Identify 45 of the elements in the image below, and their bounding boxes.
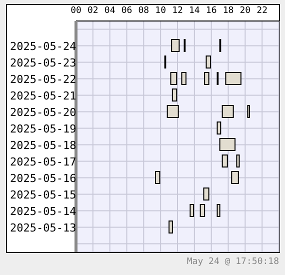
x-tick-label: 04 (104, 6, 116, 16)
x-tick-label: 10 (155, 6, 166, 16)
x-tick-label: 02 (87, 6, 98, 16)
bar (216, 204, 220, 217)
y-tick-label: 2025-05-22 (10, 72, 76, 86)
bar (206, 56, 211, 68)
text: May 24 @ 17:50:18 (186, 257, 279, 267)
y-tick-label: 2025-05-23 (10, 56, 76, 70)
x-tick-label: 12 (172, 6, 183, 16)
x-tick-label: 16 (206, 6, 217, 16)
bar (231, 171, 239, 184)
y-tick-label: 2025-05-15 (10, 188, 76, 202)
x-tick-label: 06 (121, 6, 132, 16)
x-tick-label: 22 (256, 6, 268, 16)
bar (172, 88, 178, 102)
bar (204, 72, 210, 85)
x-tick-label: 08 (138, 6, 150, 16)
x-tick-label: 00 (70, 6, 82, 16)
x-tick-label: 18 (222, 6, 234, 16)
bar (203, 188, 210, 200)
bar (216, 122, 222, 134)
y-tick-label: 2025-05-24 (10, 40, 77, 53)
y-tick-label: 2025-05-21 (10, 89, 76, 102)
y-tick-label: 2025-05-17 (10, 155, 76, 168)
bar (170, 72, 178, 85)
bar (155, 171, 160, 184)
bar (168, 220, 173, 234)
bar (225, 72, 242, 85)
y-tick-label: 2025-05-14 (10, 204, 77, 218)
y-tick-label: 2025-05-18 (10, 138, 76, 152)
bar (222, 105, 234, 118)
y-tick-label: 2025-05-20 (10, 106, 76, 119)
bar (181, 72, 186, 85)
x-tick-label: 14 (188, 6, 200, 16)
y-tick-label: 2025-05-13 (10, 221, 76, 234)
bar (236, 154, 240, 168)
bar (200, 204, 206, 217)
bar (166, 105, 179, 118)
bar (171, 39, 180, 52)
x-tick-label: 20 (240, 6, 251, 16)
bar (222, 154, 228, 168)
bar (219, 138, 236, 151)
y-tick-label: 2025-05-19 (10, 122, 76, 136)
y-tick-label: 2025-05-16 (10, 172, 76, 185)
bar (190, 204, 194, 217)
